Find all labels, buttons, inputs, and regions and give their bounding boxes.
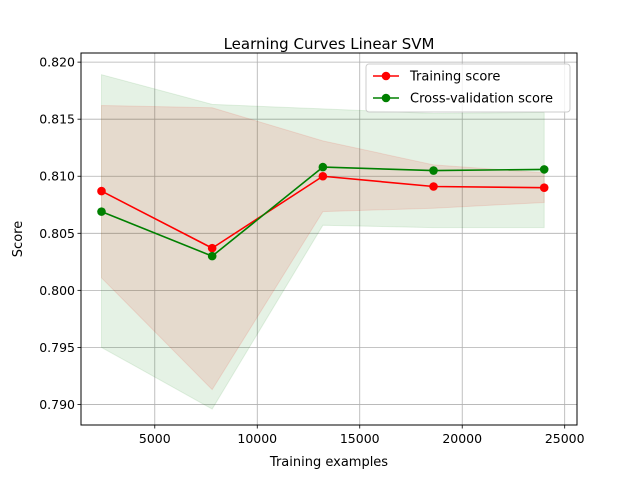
legend-label-cv: Cross-validation score [410,92,553,107]
y-tick-label: 0.820 [39,55,75,70]
cross-validation-score-point [318,162,328,172]
legend-swatch-training-marker [381,71,391,81]
x-tick-label: 20000 [442,431,482,446]
x-tick-label: 25000 [545,431,585,446]
cross-validation-score-point [97,207,106,216]
confidence-bands [100,74,545,410]
cross-validation-score-point [429,166,438,175]
x-tick-label: 5000 [139,431,171,446]
training-score-point [318,171,328,181]
cross-validation-score-band [100,74,545,410]
axis-ticks: 5000 10000 15000 20000 25000 0.790 0.795 0.800 0… [39,55,584,446]
legend: Training score Cross-validation score [365,63,571,113]
x-tick-label: 10000 [237,431,277,446]
y-tick-label: 0.810 [39,169,75,184]
plot-area-background [81,53,577,425]
x-tick-label: 15000 [340,431,380,446]
grid-lines [81,53,577,425]
series-markers [97,162,549,261]
plot-area-frame [80,52,578,426]
y-tick-label: 0.805 [39,226,75,241]
chart-title: Learning Curves Linear SVM [224,35,435,53]
y-tick-label: 0.815 [39,112,75,127]
training-score-point [429,182,438,191]
x-axis-title: Training examples [269,455,388,470]
cross-validation-score-point [539,165,549,174]
legend-swatch-cv-marker [381,93,391,103]
legend-label-training: Training score [409,70,500,85]
training-score-point [207,243,217,253]
y-tick-label: 0.790 [39,397,75,412]
y-tick-label: 0.795 [39,340,75,355]
legend-frame [365,63,571,113]
y-axis-title: Score [11,221,26,257]
training-score-point [539,183,549,192]
training-score-point [97,186,106,196]
y-tick-label: 0.800 [39,283,75,298]
training-score-band [100,104,545,391]
cross-validation-score-point [207,251,217,261]
